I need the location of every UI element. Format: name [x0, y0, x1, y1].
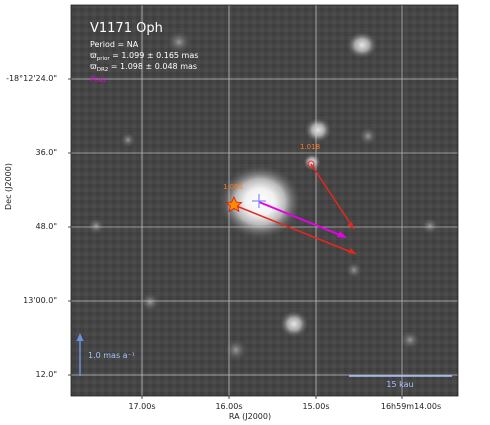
x-tick-label: 16h59m14.00s: [380, 402, 442, 411]
period-label: Period = NA: [90, 40, 139, 49]
proper-motion-legend: μDR2: [90, 73, 107, 84]
field-star: [399, 330, 421, 350]
y-tick-label: 13'00.0": [23, 296, 57, 305]
field-star: [140, 292, 160, 312]
field-star: [304, 117, 332, 143]
field-star: [358, 126, 378, 146]
prior-parallax-label: ϖprior = 1.099 ± 0.165 mas: [90, 51, 198, 62]
field-star: [87, 217, 105, 235]
x-tick-label: 15.00s: [302, 402, 330, 411]
dr2-parallax-label: ϖDR2 = 1.098 ± 0.048 mas: [90, 62, 197, 73]
y-axis-label: Dec (J2000): [4, 163, 13, 210]
scale-arrow-label: 1.0 mas a⁻¹: [88, 351, 135, 360]
y-tick-label: 36.0": [35, 148, 58, 157]
x-axis-label: RA (J2000): [228, 412, 272, 421]
x-tick-label: 16.00s: [215, 402, 243, 411]
field-star: [421, 217, 439, 235]
axes-frame: [70, 4, 459, 397]
coordinate-grid: [71, 5, 458, 396]
target-star-icon: [225, 196, 243, 213]
field-star: [279, 310, 309, 338]
x-tick-label: 17.00s: [128, 402, 156, 411]
neighbor-marker: [307, 160, 315, 168]
axis-ticks: [68, 78, 403, 399]
neighbor-motion-arrow: [310, 163, 355, 230]
field-star: [346, 31, 378, 59]
field-star: [345, 261, 363, 279]
sky-image: V1171 Oph Period = NA ϖprior = 1.099 ± 0…: [71, 5, 458, 396]
neighbor-parallax-label: 1.018: [300, 143, 320, 151]
y-tick-label: -18°12'24.0": [6, 74, 57, 83]
y-tick-label: 48.0": [35, 222, 58, 231]
y-tick-label: 12.0": [35, 370, 58, 379]
target-motion-arrow: [233, 204, 357, 255]
field-star: [224, 338, 248, 362]
target-parallax-label: 1.095: [223, 183, 243, 191]
scale-bar-label: 15 kau: [386, 380, 413, 389]
neighbor-star-glow: [303, 153, 321, 171]
object-title: V1171 Oph: [90, 21, 163, 36]
field-star: [166, 30, 192, 54]
field-star: [120, 132, 136, 148]
proper-motion-arrow: [258, 201, 346, 238]
